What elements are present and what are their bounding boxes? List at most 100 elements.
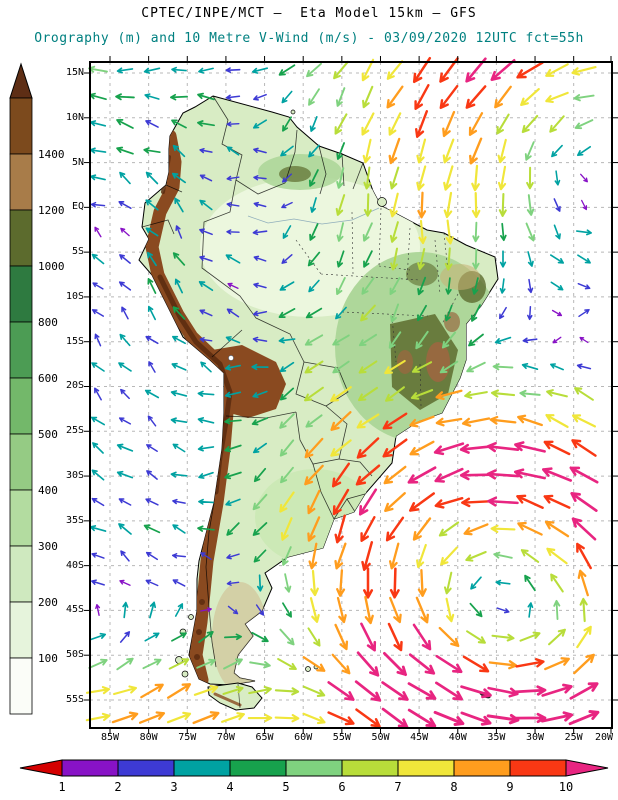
wind-arrow bbox=[550, 363, 564, 371]
wind-arrow bbox=[116, 67, 134, 74]
wind-arrow bbox=[354, 680, 382, 702]
wind-arrow bbox=[545, 63, 569, 77]
wind-arrow bbox=[145, 498, 159, 506]
border-line bbox=[352, 162, 364, 190]
wind-arrow bbox=[334, 113, 348, 135]
wind-arrow bbox=[171, 362, 187, 371]
wind-arrow bbox=[390, 247, 399, 271]
wind-arrow bbox=[304, 386, 324, 402]
wind-arrow bbox=[433, 442, 465, 456]
wind-arrow bbox=[222, 685, 244, 695]
wind-arrow bbox=[200, 607, 212, 613]
wind-arrow bbox=[525, 222, 536, 242]
wind-arrow bbox=[336, 250, 345, 268]
wind-arrow bbox=[576, 145, 592, 157]
wind-arrow bbox=[546, 389, 568, 398]
orography-segment bbox=[9, 433, 33, 491]
lon-label: 50W bbox=[371, 732, 390, 743]
wind-arrow bbox=[226, 522, 240, 536]
wind-arrow bbox=[277, 658, 297, 670]
wind-arrow bbox=[138, 711, 166, 724]
wind-arrow bbox=[553, 599, 561, 621]
lat-label: 5N bbox=[71, 156, 84, 168]
wind-legend-segment bbox=[453, 759, 511, 777]
wind-arrow bbox=[409, 415, 435, 428]
wind-arrow bbox=[389, 567, 400, 599]
wind-arrow bbox=[443, 191, 453, 219]
wind-arrow bbox=[357, 386, 379, 402]
wind-arrow bbox=[336, 167, 345, 189]
wind-arrow bbox=[119, 254, 131, 264]
wind-arrow bbox=[385, 516, 405, 542]
wind-arrow bbox=[526, 194, 535, 216]
wind-arrow bbox=[517, 521, 543, 536]
wind-arrow bbox=[226, 308, 240, 318]
wind-arrow bbox=[251, 67, 269, 74]
wind-arrow bbox=[227, 282, 239, 289]
wind-arrow bbox=[280, 145, 294, 157]
wind-legend-right-arrow bbox=[565, 759, 609, 777]
wind-arrow bbox=[578, 308, 590, 318]
wind-arrow bbox=[333, 60, 349, 80]
wind-arrow bbox=[253, 467, 267, 483]
wind-arrow bbox=[464, 390, 488, 399]
state-border-line bbox=[419, 363, 422, 407]
wind-arrow bbox=[145, 199, 159, 211]
wind-arrow bbox=[468, 333, 484, 347]
wind-arrow bbox=[143, 524, 161, 534]
wind-arrow bbox=[388, 112, 402, 136]
wind-arrow bbox=[497, 165, 507, 191]
wind-arrow bbox=[224, 391, 242, 398]
wind-arrow bbox=[282, 225, 292, 239]
wind-arrow bbox=[465, 85, 487, 109]
wind-arrow bbox=[521, 114, 539, 134]
wind-arrow bbox=[120, 550, 130, 562]
wind-arrow bbox=[92, 442, 104, 454]
wind-arrow bbox=[145, 171, 159, 185]
wind-arrow bbox=[551, 309, 563, 317]
wind-arrow bbox=[390, 303, 400, 323]
lat-label: 30S bbox=[65, 470, 84, 482]
wind-arrow bbox=[408, 653, 436, 675]
wind-arrow bbox=[522, 337, 538, 344]
wind-arrow bbox=[545, 91, 569, 103]
wind-arrow bbox=[438, 626, 460, 648]
wind-arrow bbox=[305, 307, 323, 319]
wind-arrow bbox=[439, 84, 459, 110]
wind-arrow bbox=[170, 417, 188, 424]
terrain-patch-highland bbox=[390, 314, 458, 410]
wind-arrow bbox=[170, 93, 188, 101]
wind-arrow bbox=[550, 281, 564, 291]
wind-arrow bbox=[444, 247, 453, 271]
wind-legend-tick-label: 9 bbox=[506, 780, 513, 794]
wind-arrow bbox=[309, 597, 320, 623]
wind-arrow bbox=[199, 337, 213, 343]
wind-arrow bbox=[224, 471, 242, 480]
wind-colorbar: 1 2 3 4 5 6 7 8 9 10 bbox=[19, 759, 609, 794]
wind-arrow bbox=[282, 602, 292, 618]
wind-arrow bbox=[279, 413, 295, 429]
wind-arrow bbox=[144, 632, 160, 642]
wind-arrow bbox=[305, 414, 323, 428]
wind-arrow bbox=[438, 521, 460, 537]
state-border-line bbox=[434, 239, 441, 295]
wind-arrow bbox=[543, 440, 571, 456]
wind-arrow bbox=[360, 622, 377, 652]
wind-arrow bbox=[472, 248, 480, 270]
wind-arrow bbox=[573, 94, 595, 102]
orography-tick-label: 600 bbox=[38, 372, 58, 385]
wind-arrow bbox=[414, 84, 430, 110]
wind-arrow bbox=[174, 603, 184, 617]
wind-arrow bbox=[116, 470, 134, 479]
wind-arrow bbox=[116, 443, 134, 452]
wind-arrow bbox=[252, 229, 268, 236]
wind-arrow bbox=[281, 201, 293, 209]
wind-arrow bbox=[304, 437, 324, 459]
border-line bbox=[295, 405, 348, 465]
wind-arrow bbox=[227, 605, 239, 615]
wind-arrow bbox=[330, 411, 352, 431]
wind-arrow bbox=[418, 219, 427, 245]
wind-arrow bbox=[382, 412, 408, 430]
orography-segment bbox=[9, 209, 33, 267]
